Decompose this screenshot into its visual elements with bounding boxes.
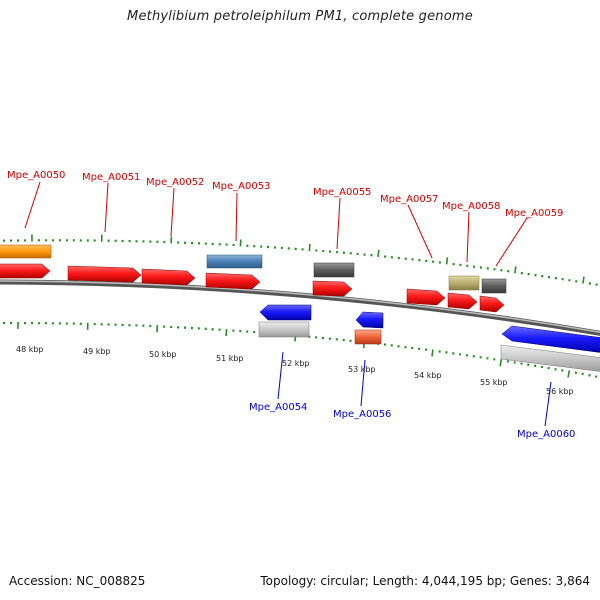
chromosome-backbone [0, 279, 600, 336]
kbp-label-56: 56 kbp [546, 387, 574, 396]
gene-feature-khaki[interactable] [448, 275, 480, 291]
map-title: Methylibium petroleiphilum PM1, complete… [127, 9, 473, 24]
gene-arrow-mpe-a0053[interactable] [205, 272, 261, 290]
reverse-scale-ticks [3, 321, 598, 378]
gene-arrow-mpe-a0057[interactable] [406, 288, 446, 306]
gene-arrow-mpe-a0050[interactable] [0, 263, 51, 279]
gene-label-mpe-a0055[interactable]: Mpe_A0055 [313, 187, 371, 198]
gene-arrow-mpe-a0056[interactable] [355, 311, 384, 329]
forward-scale-major-tick [308, 243, 311, 252]
gene-feature-steelblue[interactable] [206, 254, 263, 269]
accession-text: Accession: NC_008825 [9, 574, 146, 588]
gene-arrow-mpe-a0060[interactable] [501, 325, 600, 353]
gene-label-mpe-a0054[interactable]: Mpe_A0054 [249, 402, 307, 413]
gene-label-mpe-a0060[interactable]: Mpe_A0060 [517, 429, 575, 440]
genome-summary-text: Topology: circular; Length: 4,044,195 bp… [260, 574, 590, 588]
gene-label-mpe-a0056[interactable]: Mpe_A0056 [333, 409, 391, 420]
forward-scale-major-tick [445, 257, 449, 265]
kbp-label-55: 55 kbp [480, 378, 508, 387]
gene-label-mpe-a0052[interactable]: Mpe_A0052 [146, 177, 204, 188]
gene-arrow-mpe-a0051[interactable] [67, 265, 142, 283]
gene-arrow-mpe-a0055[interactable] [312, 280, 353, 297]
kbp-label-50: 50 kbp [149, 350, 177, 359]
gene-label-mpe-a0057[interactable]: Mpe_A0057 [380, 194, 438, 205]
gene-feature-gray[interactable] [313, 262, 355, 278]
gene-label-mpe-a0059[interactable]: Mpe_A0059 [505, 208, 563, 219]
kbp-label-54: 54 kbp [414, 371, 442, 380]
kbp-label-49: 49 kbp [83, 347, 111, 356]
gene-arrow-mpe-a0058[interactable] [447, 292, 478, 310]
reverse-scale-major-tick [225, 329, 228, 337]
reverse-scale-major-tick [567, 370, 571, 378]
gene-label-mpe-a0058[interactable]: Mpe_A0058 [442, 201, 500, 212]
gene-feature-salmon[interactable] [354, 329, 382, 345]
kbp-label-51: 51 kbp [216, 354, 244, 363]
forward-label-leaders [24, 181, 528, 267]
kbp-label-53: 53 kbp [348, 365, 376, 374]
reverse-scale-major-tick [499, 359, 502, 367]
gene-label-mpe-a0050[interactable]: Mpe_A0050 [7, 170, 65, 181]
forward-scale-major-tick [377, 249, 380, 258]
chromosome-backbone-highlight [0, 280, 600, 334]
reverse-scale-major-tick [431, 349, 434, 357]
gene-label-mpe-a0051[interactable]: Mpe_A0051 [82, 172, 140, 183]
forward-scale-major-tick [582, 276, 585, 284]
gene-arrow-mpe-a0052[interactable] [141, 268, 196, 286]
gene-feature-lightgray[interactable] [258, 321, 310, 338]
gene-label-mpe-a0053[interactable]: Mpe_A0053 [212, 181, 270, 192]
gene-feature-gray-2[interactable] [481, 278, 507, 294]
forward-scale-major-tick [514, 266, 517, 274]
gene-arrow-mpe-a0059[interactable] [479, 295, 505, 313]
kbp-label-52: 52 kbp [282, 359, 310, 368]
kbp-label-48: 48 kbp [16, 345, 44, 354]
gene-arrow-mpe-a0054[interactable] [259, 304, 312, 321]
reverse-label-leaders [277, 351, 552, 427]
forward-scale-ticks [3, 234, 598, 286]
gene-feature-orange[interactable] [0, 244, 52, 259]
gene-feature-lightgray-2[interactable] [500, 344, 600, 372]
